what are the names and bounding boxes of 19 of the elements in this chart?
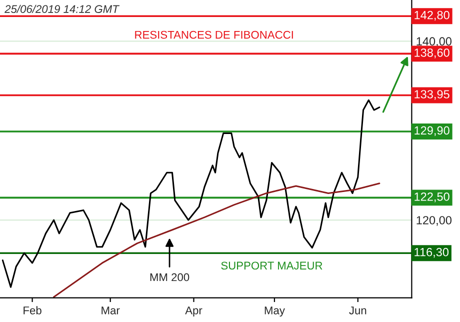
x-tick-label: Mar xyxy=(102,306,120,314)
line-series xyxy=(53,182,380,298)
y-tick-label: 140,00 xyxy=(416,37,452,47)
ref-line-label: 122,50 xyxy=(414,192,450,202)
ref-line-label: 133,95 xyxy=(414,90,450,100)
annotation: 25/06/2019 14:12 GMT xyxy=(4,4,120,13)
x-tick-label: Jun xyxy=(349,306,366,314)
ref-line-label: 129,90 xyxy=(414,126,450,136)
ref-line-label: 142,80 xyxy=(414,10,450,21)
x-tick-label: May xyxy=(264,306,285,317)
annotation: SUPPORT MAJEUR xyxy=(221,262,322,270)
annotation: RESISTANCES DE FIBONACCI xyxy=(135,30,293,39)
line-series xyxy=(2,99,380,288)
y-tick-label: 120,00 xyxy=(416,216,452,226)
ref-line-label: 116,30 xyxy=(414,248,449,258)
x-tick-label: Feb xyxy=(24,306,42,314)
annotation: MM 200 xyxy=(150,273,190,282)
ref-line-label: 138,60 xyxy=(414,48,450,58)
x-tick-label: Apr xyxy=(185,306,202,317)
